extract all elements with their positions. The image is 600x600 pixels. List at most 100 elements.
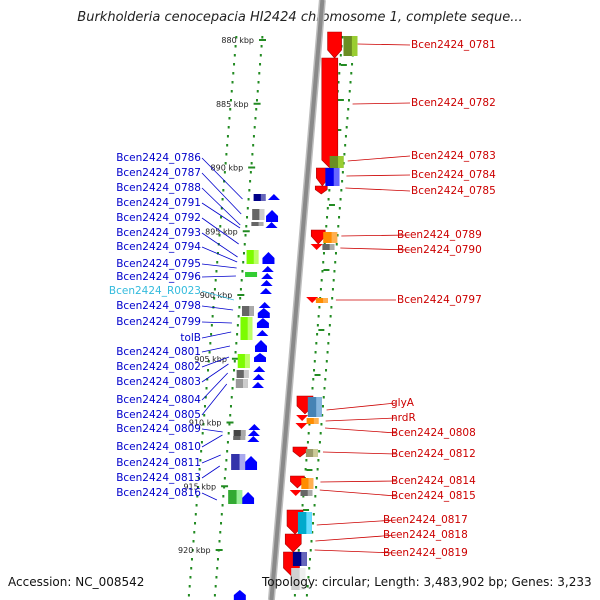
right-leader-line <box>314 549 397 554</box>
track-dot <box>240 279 243 282</box>
track-dot <box>347 108 350 111</box>
left-leader-line <box>201 331 232 339</box>
left-gene-label: Bcen2424_0805 <box>116 409 201 421</box>
track-dot <box>328 189 331 192</box>
forward-gene-arrow <box>251 382 264 388</box>
track-dot <box>317 315 320 318</box>
forward-gene-arrow <box>247 430 260 436</box>
track-dot <box>340 189 343 192</box>
track-dot <box>321 405 324 408</box>
track-dot <box>257 81 260 84</box>
track-dot <box>245 225 248 228</box>
cog-box-shade <box>333 168 340 186</box>
track-dot <box>344 144 347 147</box>
left-leader-line <box>201 372 228 401</box>
track-dot <box>219 531 222 534</box>
forward-gene-arrow <box>247 436 260 442</box>
track-dot <box>315 486 318 489</box>
track-dot <box>339 198 342 201</box>
track-dot <box>224 162 227 165</box>
track-dot <box>322 396 325 399</box>
track-dot <box>337 81 340 84</box>
track-dot <box>306 585 309 588</box>
track-dot <box>306 441 309 444</box>
right-leader-line <box>319 489 397 497</box>
cog-box-shade <box>240 436 246 440</box>
cog-box <box>253 194 266 201</box>
cog-box-shade <box>243 370 249 378</box>
track-dot <box>191 549 194 552</box>
forward-gene-arrow <box>266 210 279 222</box>
track-dot <box>316 468 319 471</box>
cog-box-shade <box>244 354 250 368</box>
cog-box <box>322 244 335 250</box>
left-gene-label: Bcen2424_0786 <box>116 152 201 164</box>
left-leader-line <box>201 187 241 226</box>
forward-gene-arrow <box>262 252 275 264</box>
cog-box-shade <box>331 232 338 243</box>
track-dot <box>345 126 348 129</box>
right-gene-label: Bcen2424_0790 <box>397 244 482 256</box>
cog-box-shade <box>301 552 307 566</box>
forward-gene-arrow <box>261 273 274 279</box>
track-dot <box>205 387 208 390</box>
cog-box <box>315 298 328 303</box>
cog-box-shade <box>247 317 253 340</box>
track-dot <box>323 387 326 390</box>
track-dot <box>232 378 235 381</box>
left-gene-label: Bcen2424_0798 <box>116 300 201 312</box>
track-dot <box>319 432 322 435</box>
cog-box <box>245 272 258 277</box>
right-gene-label: nrdR <box>391 412 416 424</box>
right-gene-label: Bcen2424_0781 <box>411 39 496 51</box>
left-gene-label: Bcen2424_0796 <box>116 271 201 283</box>
track-dot <box>313 369 316 372</box>
reverse-gene-arrow <box>310 229 326 245</box>
track-dot <box>334 252 337 255</box>
left-gene-label: Bcen2424_0792 <box>116 212 201 224</box>
track-dot <box>293 594 296 597</box>
track-dot <box>223 171 226 174</box>
track-dot <box>261 36 264 39</box>
track-dot <box>302 495 305 498</box>
track-dot <box>197 486 200 489</box>
right-gene-label: Bcen2424_0783 <box>411 150 496 162</box>
right-gene-label: Bcen2424_0817 <box>383 514 468 526</box>
cog-box-shade <box>316 397 322 417</box>
track-dot <box>315 477 318 480</box>
track-dot <box>325 369 328 372</box>
track-dot <box>251 153 254 156</box>
track-dot <box>316 324 319 327</box>
track-dot <box>341 171 344 174</box>
right-gene-label: glyA <box>391 397 415 409</box>
track-dot <box>326 207 329 210</box>
track-dot <box>315 342 318 345</box>
cog-box-shade <box>259 209 265 220</box>
cog-box-shade <box>306 512 312 534</box>
track-dot <box>338 216 341 219</box>
right-leader-line <box>347 155 411 162</box>
reverse-gene-arrow <box>292 446 308 458</box>
left-leader-line <box>201 202 241 229</box>
cog-box-shade <box>258 222 264 226</box>
track-dot <box>190 567 193 570</box>
axis-tick-label: 880 kbp <box>221 36 254 45</box>
track-dot <box>233 63 236 66</box>
track-dot <box>233 54 236 57</box>
track-dot <box>324 378 327 381</box>
forward-gene-arrow <box>267 194 280 200</box>
track-dot <box>312 522 315 525</box>
cog-box-shade <box>253 250 259 264</box>
track-dot <box>249 171 252 174</box>
track-dot <box>320 279 323 282</box>
forward-gene-arrow <box>254 340 267 352</box>
track-dot <box>220 216 223 219</box>
left-leader-line <box>201 263 237 269</box>
track-dot <box>193 531 196 534</box>
track-dot <box>247 198 250 201</box>
track-dot <box>244 234 247 237</box>
cog-box-shade <box>338 156 344 168</box>
track-dot <box>192 540 195 543</box>
track-dot <box>241 270 244 273</box>
track-dot <box>221 504 224 507</box>
